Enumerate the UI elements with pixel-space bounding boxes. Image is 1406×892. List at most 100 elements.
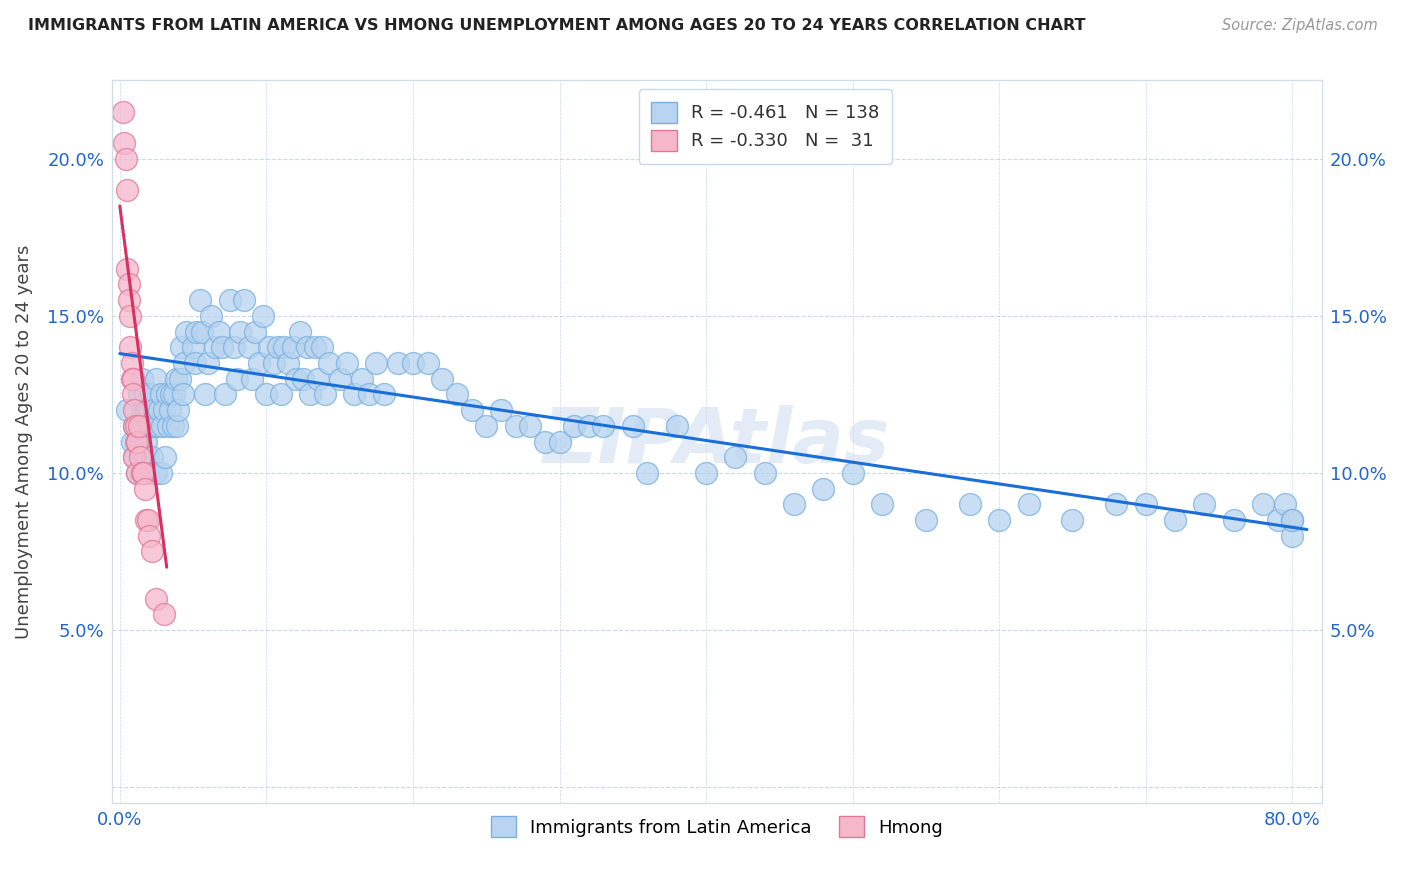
Point [135,403,157,417]
Point [783,497,806,511]
Text: ZIPAtlas: ZIPAtlas [543,405,891,478]
Point [128,418,150,433]
Point [226,372,249,386]
Point [988,513,1011,527]
Point [120,309,142,323]
Point [1194,497,1216,511]
Point [127,434,149,449]
Point [115,403,138,417]
Point [218,293,240,308]
Point [1251,497,1274,511]
Point [229,325,252,339]
Point [1274,497,1296,511]
Point [152,403,174,417]
Point [366,356,388,370]
Point [200,309,222,323]
Point [142,403,165,417]
Point [238,340,260,354]
Point [336,356,359,370]
Point [357,387,380,401]
Point [131,466,153,480]
Point [1281,529,1303,543]
Point [813,482,835,496]
Point [169,372,191,386]
Point [117,277,139,292]
Point [127,466,149,480]
Point [135,513,157,527]
Point [141,418,163,433]
Point [129,434,152,449]
Point [915,513,938,527]
Point [724,450,747,465]
Point [1281,513,1303,527]
Point [162,418,184,433]
Point [959,497,981,511]
Point [592,418,614,433]
Point [197,356,219,370]
Point [149,387,172,401]
Point [1281,513,1303,527]
Point [128,418,150,433]
Point [132,418,155,433]
Point [139,387,162,401]
Point [163,387,186,401]
Point [208,325,231,339]
Point [297,340,319,354]
Point [273,340,295,354]
Legend: Immigrants from Latin America, Hmong: Immigrants from Latin America, Hmong [484,809,950,845]
Point [146,418,169,433]
Point [243,325,266,339]
Point [148,403,170,417]
Point [142,466,165,480]
Y-axis label: Unemployment Among Ages 20 to 24 years: Unemployment Among Ages 20 to 24 years [15,244,34,639]
Point [156,387,179,401]
Text: Source: ZipAtlas.com: Source: ZipAtlas.com [1222,18,1378,33]
Point [505,418,527,433]
Point [131,372,153,386]
Point [112,136,135,150]
Point [117,293,139,308]
Point [870,497,893,511]
Point [120,340,142,354]
Point [1135,497,1157,511]
Point [173,356,195,370]
Point [138,529,160,543]
Point [138,403,160,417]
Point [281,340,304,354]
Point [446,387,468,401]
Point [329,372,352,386]
Point [304,340,326,354]
Point [270,387,292,401]
Point [562,418,585,433]
Point [432,372,454,386]
Point [114,152,136,166]
Point [150,418,173,433]
Point [1267,513,1289,527]
Point [277,356,299,370]
Point [240,372,263,386]
Point [155,450,177,465]
Point [284,372,307,386]
Point [149,466,172,480]
Point [115,183,138,197]
Point [134,387,156,401]
Point [136,418,159,433]
Point [548,434,571,449]
Point [122,372,145,386]
Point [1164,513,1187,527]
Point [134,450,156,465]
Point [124,403,146,417]
Point [1018,497,1040,511]
Point [194,387,217,401]
Point [224,340,246,354]
Point [145,466,167,480]
Point [299,387,322,401]
Point [132,403,155,417]
Point [307,372,329,386]
Point [416,356,439,370]
Point [124,450,146,465]
Point [143,418,166,433]
Point [125,434,148,449]
Point [204,340,226,354]
Point [160,387,183,401]
